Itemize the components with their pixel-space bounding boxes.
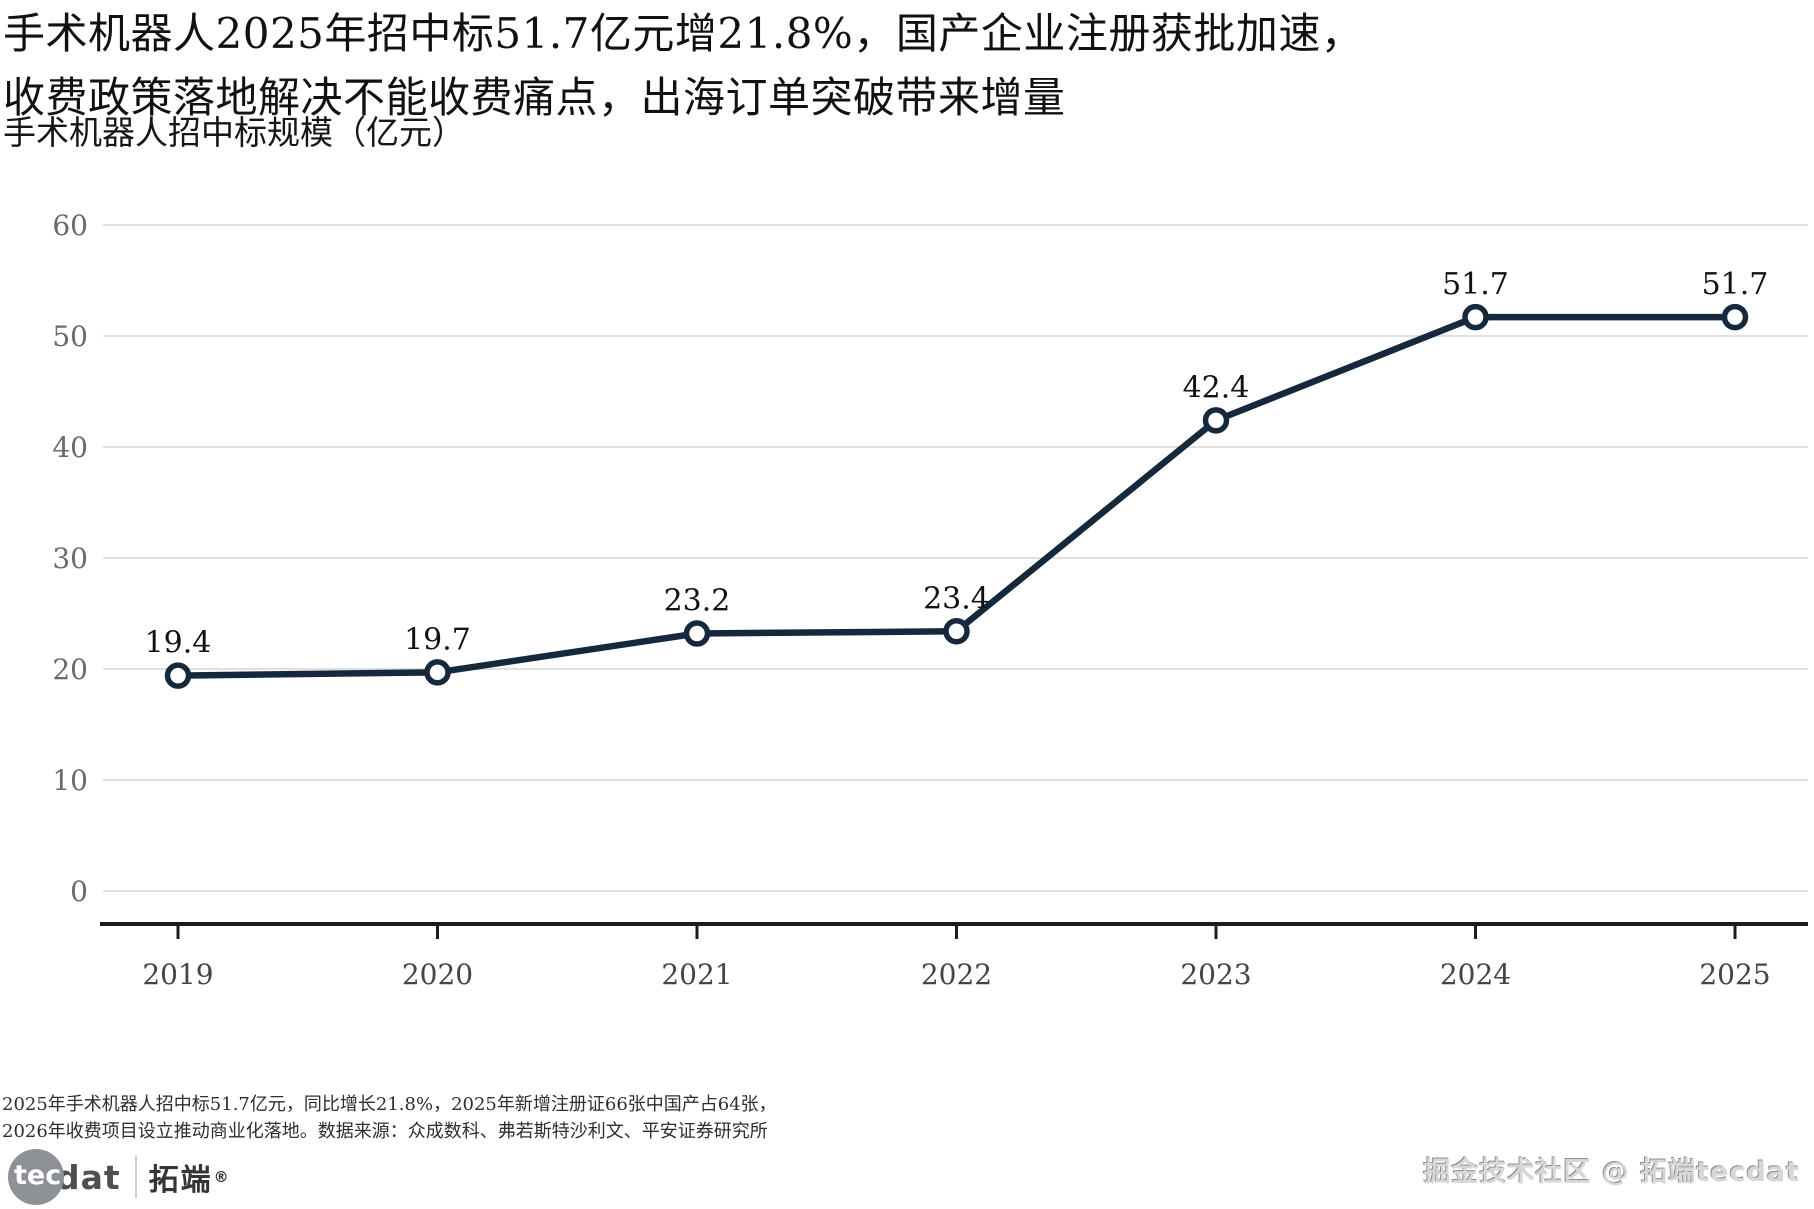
y-axis-tick-label: 60 [52, 209, 88, 242]
x-axis-tick-label: 2022 [921, 958, 992, 991]
data-point-label: 23.4 [923, 581, 990, 616]
y-axis-tick-label: 0 [70, 875, 88, 908]
community-watermark: 掘金技术社区 @ 拓端tecdat [1423, 1157, 1800, 1188]
x-axis-tick-label: 2021 [661, 958, 732, 991]
y-axis-tick-label: 40 [52, 431, 88, 464]
data-point-marker [683, 620, 711, 647]
note-line-2: 2026年收费项目设立推动商业化落地。数据来源：众成数科、弗若斯特沙利文、平安证… [2, 1121, 768, 1142]
title-line-2: 收费政策落地解决不能收费痛点，出海订单突破带来增量 [3, 73, 1066, 122]
data-point-marker [943, 618, 970, 645]
registered-trademark-icon: ® [213, 1168, 229, 1186]
x-axis-tick-label: 2020 [402, 958, 473, 991]
title-line-1: 手术机器人2025年招中标51.7亿元增21.8%，国产企业注册获批加速， [3, 9, 1364, 58]
data-point-label: 51.7 [1702, 267, 1769, 302]
data-point-label: 19.7 [404, 622, 471, 657]
data-point-label: 19.4 [145, 626, 212, 661]
logo-tec-text: tec [14, 1160, 62, 1191]
data-point-label: 51.7 [1442, 267, 1509, 302]
x-axis-tick-label: 2023 [1180, 958, 1251, 991]
tecdat-logo-circle-icon: tec [8, 1149, 64, 1205]
data-point-marker [1462, 303, 1489, 331]
note-line-1: 2025年手术机器人招中标51.7亿元，同比增长21.8%，2025年新增注册证… [2, 1094, 777, 1115]
chart-subtitle: 手术机器人招中标规模（亿元） [3, 113, 465, 152]
logo-chinese-name: 拓端 [148, 1163, 213, 1198]
data-point-marker [164, 662, 192, 689]
y-axis-tick-label: 30 [52, 542, 88, 575]
x-axis-tick-label: 2024 [1440, 958, 1511, 991]
bidding-scale-line-chart: 0 10 20 30 40 50 60 2019 2020 2021 2022 2023 2024 202… [52, 209, 1808, 991]
tecdat-logo: tec dat 拓端 ® [8, 1148, 229, 1206]
logo-divider [134, 1156, 137, 1198]
data-point-marker [1721, 303, 1749, 331]
y-axis-tick-label: 20 [52, 653, 88, 686]
y-axis-tick-label: 50 [52, 320, 88, 353]
x-axis-tick-label: 2025 [1699, 958, 1770, 991]
data-point-label: 42.4 [1183, 370, 1250, 405]
logo-dat-text: dat [56, 1157, 121, 1197]
page-title: 手术机器人2025年招中标51.7亿元增21.8%，国产企业注册获批加速， 收费政… [3, 2, 1363, 130]
data-point-label: 23.2 [664, 583, 731, 618]
y-axis-tick-label: 10 [52, 764, 88, 797]
x-axis-tick-label: 2019 [142, 958, 213, 991]
data-point-marker [424, 659, 451, 686]
source-notes: 2025年手术机器人招中标51.7亿元，同比增长21.8%，2025年新增注册证… [2, 1091, 777, 1145]
data-point-marker [1202, 407, 1230, 434]
